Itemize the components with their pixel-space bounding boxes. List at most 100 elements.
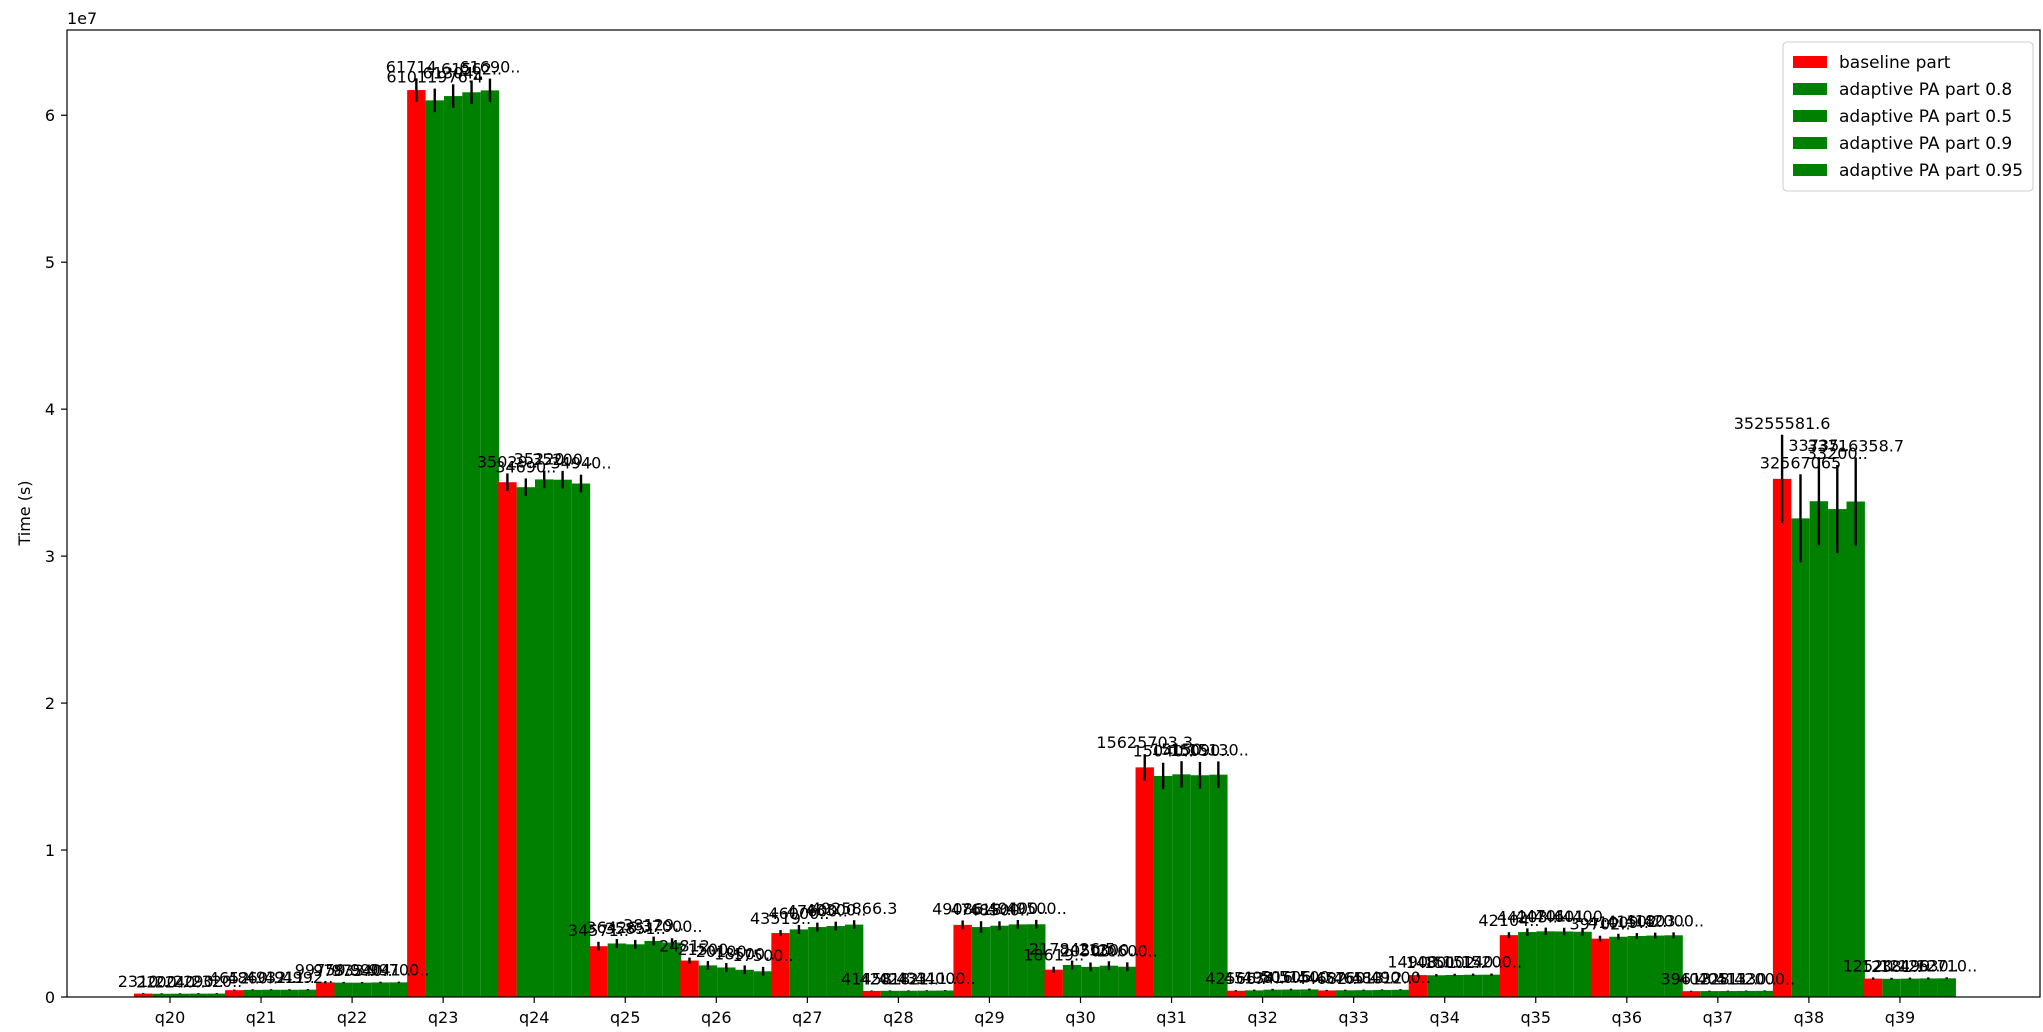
data-label-q30-series-2: 20500.. (1060, 941, 1121, 960)
x-tick-label-q24: q24 (519, 1008, 550, 1027)
data-label-q24-series-2: 35220.. (514, 450, 575, 469)
bar-q24-series-4 (571, 483, 591, 997)
bar-q27-series-3 (826, 926, 845, 997)
data-label-q20-series-2: 2240.. (155, 972, 206, 991)
data-label-q23-series-2: 61304.. (423, 63, 484, 82)
data-label-q25-series-1: 36426.. (586, 918, 647, 937)
bar-q26-series-2 (717, 967, 736, 997)
data-label-q30-series-0: 18619.. (1023, 946, 1084, 965)
error-bars-layer (141, 78, 1948, 995)
data-label-q28-series-1: 42018.. (859, 969, 920, 988)
data-label-q35-series-0: 42104.. (1478, 911, 1539, 930)
data-label-q37-series-4: 42000.. (1734, 969, 1795, 988)
data-label-q36-series-0: 39702.. (1569, 915, 1630, 934)
data-label-q30-series-1: 2178426.5 (1029, 940, 1116, 959)
bar-q30-series-2 (1081, 966, 1100, 997)
bar-q31-series-2 (1172, 774, 1191, 997)
data-label-q25-series-0: 34571.. (568, 921, 629, 940)
x-tick-label-q39: q39 (1885, 1008, 1916, 1027)
data-label-q21-series-1: 4860.. (227, 968, 278, 987)
x-tick-label-q34: q34 (1429, 1008, 1460, 1027)
bar-q27-series-4 (844, 924, 864, 997)
data-label-q26-series-0: 24812.. (659, 937, 720, 956)
bar-q22-series-4 (389, 982, 409, 997)
bar-q34-series-2 (1445, 974, 1464, 997)
x-tick-label-q38: q38 (1794, 1008, 1825, 1027)
bar-q28-series-3 (917, 990, 936, 997)
x-tick-label-q35: q35 (1520, 1008, 1551, 1027)
data-label-q20-series-1: 2200.. (136, 972, 187, 991)
data-label-q38-series-1: 32567065 (1760, 453, 1841, 472)
legend-label-0: baseline part (1839, 53, 1951, 73)
data-label-q38-series-0: 35255581.6 (1734, 414, 1831, 433)
data-label-q31-series-4: 15130.. (1188, 740, 1249, 759)
bar-q25-series-1 (607, 943, 627, 997)
data-label-q33-series-0: 44682.. (1296, 969, 1357, 988)
legend-label-4: adaptive PA part 0.95 (1839, 161, 2023, 181)
bar-q26-series-4 (753, 971, 773, 997)
data-label-q28-series-3: 43311.. (896, 969, 957, 988)
y-tick-label-5: 5 (45, 253, 55, 272)
data-label-q35-series-2: 44701.. (1515, 907, 1576, 926)
data-label-q20-series-4: 2320.. (191, 972, 242, 991)
bar-q22-series-2 (352, 982, 372, 997)
bar-q30-series-0 (1044, 969, 1063, 997)
x-tick-label-q25: q25 (610, 1008, 641, 1027)
data-label-q39-series-1: 12381.. (1861, 957, 1922, 976)
bar-q23-series-3 (462, 92, 481, 997)
data-label-q25-series-3: 38129.. (623, 916, 684, 935)
bar-q39-series-3 (1919, 978, 1938, 997)
data-label-q30-series-4: 20600.. (1097, 941, 1158, 960)
data-label-q28-series-0: 41458.. (841, 969, 902, 988)
bar-q23-series-2 (443, 96, 463, 997)
data-label-q27-series-4: 4925866.3 (811, 899, 898, 918)
data-label-q38-series-2: 33735.. (1788, 436, 1849, 455)
x-tick-label-q37: q37 (1703, 1008, 1734, 1027)
data-label-q34-series-2: 15002.. (1424, 953, 1485, 972)
bar-q35-series-2 (1536, 931, 1555, 997)
x-tick-label-q27: q27 (792, 1008, 823, 1027)
data-label-q38-series-4: 33716358.7 (1807, 436, 1904, 455)
data-label-q29-series-1: 47618.. (951, 900, 1012, 919)
data-label-q29-series-3: 49400.. (987, 899, 1048, 918)
data-label-q23-series-4: 61690.. (459, 58, 520, 77)
bar-q30-series-3 (1099, 965, 1119, 997)
data-label-q36-series-2: 41502.. (1606, 912, 1667, 931)
bar-q26-series-1 (698, 965, 718, 997)
data-label-q20-series-3: 2290.. (173, 972, 224, 991)
data-label-q30-series-3: 21300.. (1078, 940, 1139, 959)
data-label-q26-series-4: 17500.. (733, 946, 794, 965)
bar-q26-series-3 (735, 969, 754, 997)
data-label-q31-series-3: 15090.. (1169, 741, 1230, 760)
data-label-q34-series-3: 15140.. (1443, 953, 1504, 972)
bar-q21-series-2 (261, 989, 281, 997)
bar-q31-series-1 (1153, 775, 1173, 997)
bar-q29-series-0 (953, 924, 972, 997)
data-label-q20-series-0: 2310.. (118, 972, 169, 991)
x-tick-label-q32: q32 (1247, 1008, 1278, 1027)
y-tick-label-6: 6 (45, 106, 55, 125)
legend-swatch-3 (1793, 137, 1827, 149)
bar-q27-series-1 (789, 929, 809, 997)
data-label-q24-series-3: 35200.. (532, 450, 593, 469)
data-label-q22-series-2: 97540.. (332, 961, 393, 980)
bar-q34-series-3 (1463, 974, 1483, 997)
data-label-q33-series-3: 48012.. (1352, 968, 1413, 987)
data-label-q38-series-3: 33200.. (1807, 444, 1868, 463)
bar-q36-series-4 (1664, 935, 1683, 997)
data-label-q37-series-2: 40511.. (1697, 970, 1758, 989)
data-label-q33-series-1: 45760.. (1315, 969, 1376, 988)
bar-q37-series-2 (1718, 991, 1738, 997)
bar-q29-series-4 (1027, 924, 1046, 997)
data-label-q31-series-2: 15150.. (1151, 740, 1212, 759)
data-label-q29-series-2: 48500.. (969, 900, 1030, 919)
y-tick-label-1: 1 (45, 841, 55, 860)
legend-swatch-4 (1793, 164, 1827, 176)
data-label-q26-series-1: 21500.. (677, 940, 738, 959)
bar-q36-series-3 (1646, 935, 1665, 997)
bar-q37-series-1 (1700, 991, 1719, 997)
data-label-q21-series-2: 4932.. (246, 968, 297, 987)
data-label-q39-series-3: 12630.. (1898, 956, 1959, 975)
legend-label-3: adaptive PA part 0.9 (1839, 134, 2012, 154)
